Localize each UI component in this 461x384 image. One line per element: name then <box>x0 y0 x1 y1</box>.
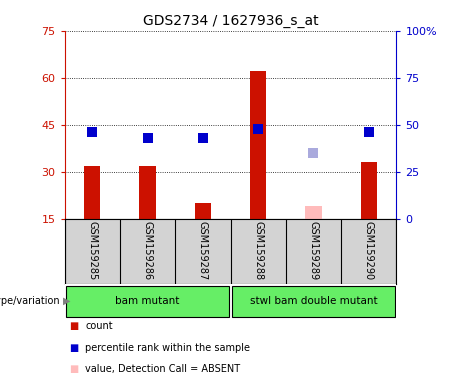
Point <box>310 150 317 156</box>
Bar <box>65 286 230 317</box>
Text: ■: ■ <box>69 364 78 374</box>
Bar <box>361 162 377 219</box>
Text: genotype/variation: genotype/variation <box>0 296 60 306</box>
Point <box>254 126 262 132</box>
Title: GDS2734 / 1627936_s_at: GDS2734 / 1627936_s_at <box>143 14 318 28</box>
Text: GSM159287: GSM159287 <box>198 221 208 280</box>
Text: bam mutant: bam mutant <box>115 296 180 306</box>
Bar <box>305 206 322 219</box>
Bar <box>84 166 100 219</box>
Text: value, Detection Call = ABSENT: value, Detection Call = ABSENT <box>85 364 240 374</box>
Text: count: count <box>85 321 113 331</box>
Text: ■: ■ <box>69 321 78 331</box>
Text: GSM159286: GSM159286 <box>142 221 153 280</box>
Text: GSM159290: GSM159290 <box>364 221 374 280</box>
Text: percentile rank within the sample: percentile rank within the sample <box>85 343 250 353</box>
Point <box>199 135 207 141</box>
Bar <box>195 203 211 219</box>
Bar <box>231 286 396 317</box>
Point <box>144 135 151 141</box>
Point <box>89 129 96 136</box>
Text: GSM159288: GSM159288 <box>253 221 263 280</box>
Text: GSM159285: GSM159285 <box>87 221 97 280</box>
Text: GSM159289: GSM159289 <box>308 221 319 280</box>
Bar <box>139 166 156 219</box>
Text: ▶: ▶ <box>63 296 70 306</box>
Text: ■: ■ <box>69 343 78 353</box>
Point <box>365 129 372 136</box>
Bar <box>250 71 266 219</box>
Text: stwl bam double mutant: stwl bam double mutant <box>250 296 377 306</box>
